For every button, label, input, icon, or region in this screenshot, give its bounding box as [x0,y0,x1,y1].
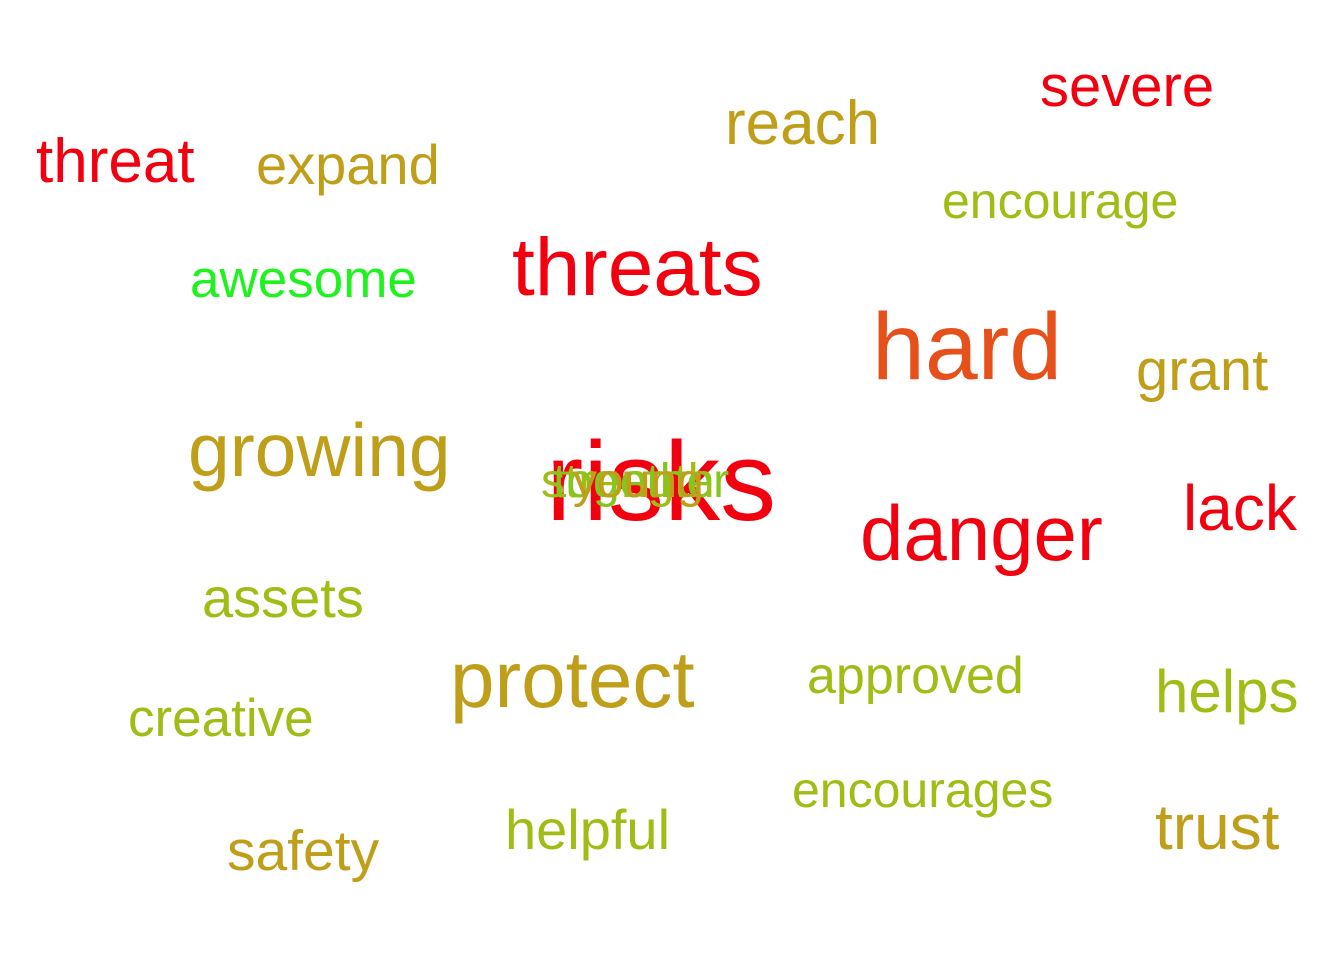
word-awesome: awesome [190,250,417,309]
word-safety: safety [227,819,380,883]
word-lack: lack [1183,472,1297,544]
word-approved: approved [807,647,1024,705]
word-helps: helps [1155,658,1299,725]
word-threats: threats [512,222,763,313]
word-danger: danger [860,489,1103,577]
word-threat: threat [36,127,195,196]
word-grant: grant [1136,338,1269,403]
word-together: together [553,455,730,508]
word-protect: protect [450,635,695,724]
word-strength: strength [541,455,715,508]
word-assets: assets [202,566,364,629]
word-encourage: encourage [942,173,1179,229]
word-creative: creative [128,689,314,748]
word-helpful: helpful [505,798,671,861]
word-hard: hard [872,294,1063,400]
word-growing: growing [188,408,451,492]
word-expand: expand [256,133,440,196]
word-risks: risks [546,419,777,544]
word-trust: trust [1155,791,1280,863]
word-reach: reach [725,89,881,158]
word-encourages: encourages [792,762,1054,818]
word-young: young [573,455,704,508]
word-severe: severe [1040,54,1215,119]
